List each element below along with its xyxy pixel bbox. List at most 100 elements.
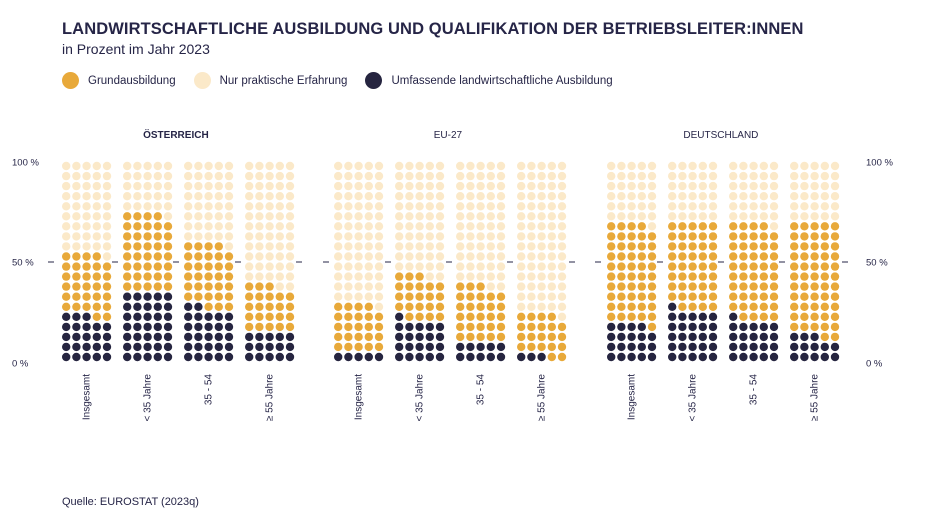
waffle-dot-praktisch: [102, 202, 112, 211]
waffle-dot-umfassend: [637, 342, 646, 352]
waffle-dot-grund: [344, 342, 353, 352]
waffle-dot-praktisch: [547, 262, 556, 271]
waffle-dot-praktisch: [265, 192, 274, 201]
legend-swatch-praktisch: [193, 72, 211, 89]
waffle-dot-umfassend: [133, 292, 142, 301]
waffle-dot-umfassend: [224, 312, 234, 321]
category-label: Insgesamt: [627, 374, 638, 420]
waffle-dot-praktisch: [415, 242, 424, 251]
waffle-dot-praktisch: [214, 232, 223, 241]
waffle-dot-umfassend: [153, 342, 162, 352]
waffle-dot-grund: [830, 222, 840, 231]
waffle-dot-praktisch: [537, 171, 546, 181]
waffle-dot-grund: [456, 282, 465, 291]
waffle-dot-umfassend: [184, 352, 193, 362]
waffle-dot-grund: [527, 322, 536, 332]
waffle-dot-praktisch: [364, 192, 373, 201]
waffle-dot-grund: [265, 292, 274, 301]
waffle-dot-praktisch: [194, 202, 203, 211]
category-label: < 35 Jahre: [415, 374, 426, 422]
waffle-dot-umfassend: [395, 342, 404, 352]
waffle-dot-praktisch: [688, 202, 697, 211]
waffle-dot-umfassend: [133, 342, 142, 352]
waffle-dot-grund: [517, 332, 526, 342]
waffle-dot-grund: [194, 262, 203, 271]
waffle-dot-grund: [708, 292, 718, 301]
waffle-dot-praktisch: [547, 181, 556, 191]
waffle-dot-praktisch: [405, 222, 414, 231]
waffle-dot-grund: [153, 232, 162, 241]
waffle-dot-praktisch: [527, 202, 536, 211]
waffle-dot-praktisch: [153, 202, 162, 211]
waffle-dot-praktisch: [123, 202, 132, 211]
waffle-dot-grund: [637, 242, 646, 251]
waffle-dot-praktisch: [557, 202, 567, 211]
waffle-dot-umfassend: [759, 352, 768, 362]
waffle-dot-praktisch: [82, 222, 91, 231]
waffle-dot-praktisch: [617, 161, 626, 171]
waffle-dot-umfassend: [435, 342, 445, 352]
waffle-dot-grund: [143, 212, 152, 221]
waffle-dot-umfassend: [830, 342, 840, 352]
waffle-dot-praktisch: [547, 212, 556, 221]
waffle-dot-praktisch: [517, 282, 526, 291]
waffle-dot-praktisch: [810, 212, 819, 221]
waffle-dot-grund: [184, 242, 193, 251]
waffle-dot-grund: [790, 282, 799, 291]
waffle-dot-praktisch: [496, 202, 506, 211]
waffle-dot-grund: [790, 242, 799, 251]
waffle-dot-grund: [830, 282, 840, 291]
waffle-dot-praktisch: [214, 192, 223, 201]
waffle-dot-praktisch: [214, 222, 223, 231]
waffle-dot-umfassend: [759, 342, 768, 352]
waffle-dot-umfassend: [364, 352, 373, 362]
waffle-dot-praktisch: [285, 192, 295, 201]
waffle-dot-umfassend: [395, 312, 404, 321]
waffle-dot-umfassend: [163, 322, 173, 332]
waffle-dot-praktisch: [133, 192, 142, 201]
waffle-dot-umfassend: [617, 352, 626, 362]
waffle-dot-praktisch: [435, 222, 445, 231]
waffle-dot-grund: [405, 282, 414, 291]
waffle-dot-grund: [820, 292, 829, 301]
waffle-dot-umfassend: [354, 352, 363, 362]
waffle-dot-umfassend: [82, 352, 91, 362]
waffle-dot-grund: [476, 332, 485, 342]
waffle-dot-praktisch: [224, 181, 234, 191]
waffle-dot-grund: [708, 262, 718, 271]
waffle-dot-praktisch: [496, 252, 506, 261]
waffle-dot-praktisch: [364, 292, 373, 301]
waffle-dot-praktisch: [395, 171, 404, 181]
waffle-dot-grund: [405, 292, 414, 301]
waffle-dot-grund: [275, 302, 284, 311]
waffle-dot-umfassend: [184, 322, 193, 332]
waffle-dot-praktisch: [466, 171, 475, 181]
waffle-dot-umfassend: [769, 342, 779, 352]
waffle-dot-praktisch: [275, 212, 284, 221]
waffle-dot-praktisch: [678, 161, 687, 171]
waffle-dot-grund: [133, 262, 142, 271]
waffle-dot-grund: [344, 302, 353, 311]
waffle-dot-grund: [265, 322, 274, 332]
waffle-dot-grund: [194, 292, 203, 301]
waffle-dot-praktisch: [354, 192, 363, 201]
y-tick-label-right: 50 %: [866, 258, 888, 269]
waffle-dot-praktisch: [466, 232, 475, 241]
waffle-dot-praktisch: [153, 171, 162, 181]
waffle-dot-grund: [617, 302, 626, 311]
waffle-dot-umfassend: [153, 302, 162, 311]
waffle-dot-grund: [810, 272, 819, 281]
waffle-dot-praktisch: [557, 282, 567, 291]
waffle-dot-praktisch: [92, 202, 102, 211]
waffle-dot-umfassend: [678, 342, 687, 352]
waffle-dot-umfassend: [769, 322, 779, 332]
waffle-dot-praktisch: [364, 282, 373, 291]
waffle-dot-grund: [749, 272, 758, 281]
waffle-dot-grund: [617, 252, 626, 261]
waffle-dot-umfassend: [749, 342, 758, 352]
waffle-dot-praktisch: [476, 212, 485, 221]
waffle-dot-praktisch: [245, 202, 254, 211]
waffle-dot-praktisch: [476, 181, 485, 191]
waffle-dot-praktisch: [800, 192, 809, 201]
waffle-dot-grund: [374, 322, 384, 332]
